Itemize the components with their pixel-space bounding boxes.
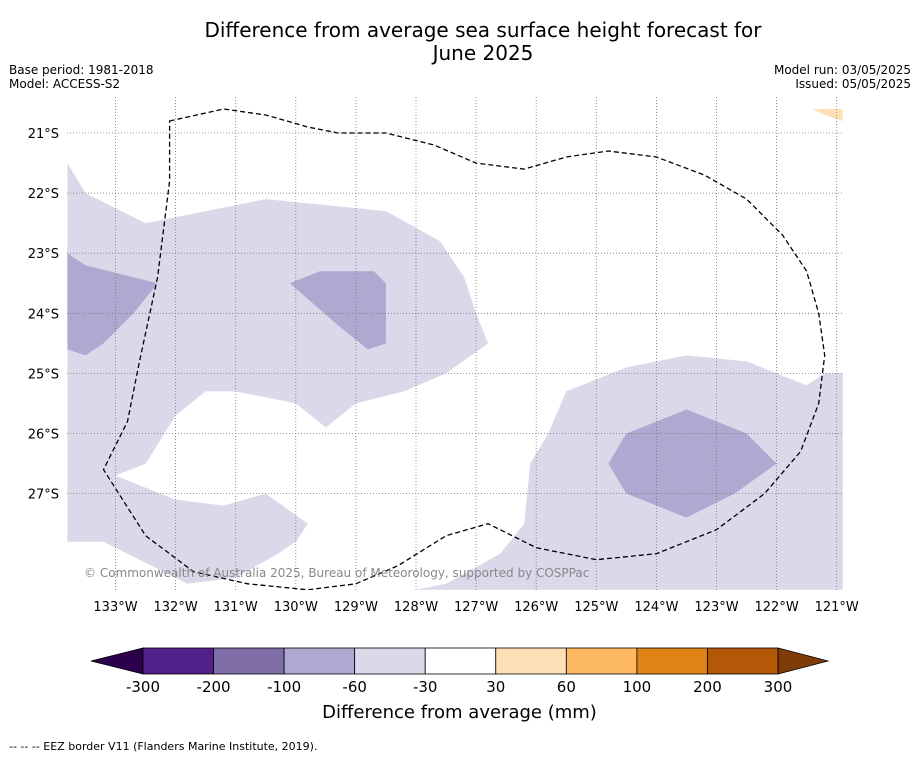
eez-border	[102, 108, 826, 590]
model-name: Model: ACCESS-S2	[9, 77, 121, 91]
colorbar-label: Difference from average (mm)	[322, 702, 597, 723]
title-line-1: Difference from average sea surface heig…	[204, 18, 762, 42]
colorbar-over-extension	[777, 647, 830, 675]
forecast-map: © Commonwealth of Australia 2025, Bureau…	[28, 97, 859, 696]
colorbar-tick-label: -60	[342, 678, 367, 696]
contour-region	[812, 109, 843, 121]
contour-region	[67, 253, 158, 356]
contour-region	[289, 271, 386, 350]
colorbar-tick-label: 60	[557, 678, 576, 696]
x-tick-label: 126°W	[514, 600, 558, 615]
y-tick-label: 26°S	[28, 428, 59, 443]
colorbar-segment	[424, 647, 497, 675]
eez-footnote: -- -- -- EEZ border V11 (Flanders Marine…	[9, 740, 318, 753]
copyright-watermark: © Commonwealth of Australia 2025, Bureau…	[84, 566, 589, 580]
model-info: Base period: 1981-2018 Model: ACCESS-S2	[9, 63, 154, 91]
colorbar-segment	[565, 647, 638, 675]
x-tick-label: 125°W	[574, 600, 618, 615]
base-period: Base period: 1981-2018	[9, 63, 154, 77]
colorbar-segment	[142, 647, 214, 675]
y-tick-label: 21°S	[28, 127, 59, 142]
x-tick-label: 127°W	[454, 600, 498, 615]
y-tick-label: 24°S	[28, 307, 59, 322]
x-tick-label: 131°W	[214, 600, 258, 615]
x-tick-label: 121°W	[815, 600, 859, 615]
plot-area: © Commonwealth of Australia 2025, Bureau…	[67, 97, 843, 590]
colorbar-under-extension	[90, 647, 144, 675]
colorbar-segment	[636, 647, 708, 675]
run-info: Model run: 03/05/2025 Issued: 05/05/2025	[774, 63, 911, 91]
colorbar-tick-label: 100	[623, 678, 652, 696]
colorbar-segment	[354, 647, 426, 675]
colorbar-segment	[707, 647, 779, 675]
y-tick-label: 23°S	[28, 247, 59, 262]
colorbar-tick-label: 300	[764, 678, 793, 696]
x-tick-label: 128°W	[394, 600, 438, 615]
x-tick-label: 133°W	[93, 600, 137, 615]
colorbar-tick-label: -30	[413, 678, 438, 696]
colorbar-tick-label: 30	[486, 678, 505, 696]
colorbar-segment	[213, 647, 285, 675]
contour-region	[608, 409, 777, 518]
colorbar-tick-label: -300	[126, 678, 160, 696]
x-tick-label: 130°W	[274, 600, 318, 615]
chart-title: Difference from average sea surface heig…	[140, 19, 826, 65]
model-run-date: Model run: 03/05/2025	[773, 63, 911, 77]
y-tick-label: 27°S	[28, 488, 59, 503]
y-tick-label: 22°S	[28, 187, 59, 202]
colorbar-tick-label: 200	[693, 678, 722, 696]
colorbar-tick-label: -100	[267, 678, 301, 696]
x-tick-label: 123°W	[694, 600, 738, 615]
title-line-2: June 2025	[432, 41, 534, 65]
x-tick-label: 124°W	[634, 600, 678, 615]
colorbar-tick-label: -200	[197, 678, 231, 696]
issued-date: Issued: 05/05/2025	[795, 77, 911, 91]
x-tick-label: 132°W	[154, 600, 198, 615]
colorbar-segment	[283, 647, 356, 675]
x-tick-label: 122°W	[755, 600, 799, 615]
y-tick-label: 25°S	[28, 367, 59, 382]
colorbar-segment	[495, 647, 567, 675]
x-tick-label: 129°W	[334, 600, 378, 615]
